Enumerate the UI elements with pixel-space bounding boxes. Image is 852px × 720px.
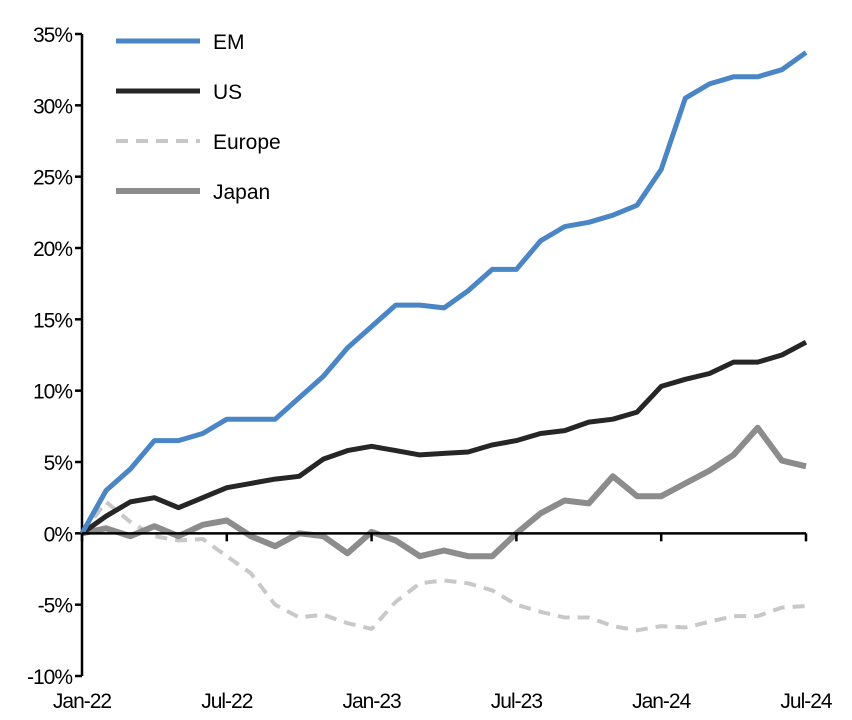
- series-line-us: [80, 339, 808, 536]
- y-tick-label: -5%: [38, 595, 73, 618]
- legend-label: Japan: [213, 181, 270, 204]
- x-tick-label: Jan-22: [53, 690, 112, 713]
- y-tick-label: 0%: [44, 523, 73, 546]
- y-tick-label: 20%: [33, 238, 72, 261]
- y-tick-label: 30%: [33, 95, 72, 118]
- x-tick-label: Jul-22: [201, 690, 253, 713]
- y-tick-label: 25%: [33, 167, 72, 190]
- x-tick-label: Jul-23: [491, 690, 543, 713]
- series-line-japan: [81, 424, 807, 560]
- y-tick-label: -10%: [27, 666, 72, 689]
- y-tick-label: 15%: [33, 309, 72, 332]
- legend: EM US Europe Japan: [116, 31, 281, 204]
- series-lines: [79, 50, 808, 633]
- series-line-europe: [80, 499, 807, 633]
- series-line-em: [79, 50, 808, 535]
- legend-label: Europe: [213, 131, 281, 154]
- y-axis: -10% -5% 0% 5% 10% 15% 20% 25% 30% 35%: [27, 24, 84, 689]
- x-axis: Jan-22 Jul-22 Jan-23 Jul-23 Jan-24 Jul-24: [53, 532, 834, 713]
- y-tick-label: 10%: [33, 381, 72, 404]
- x-tick-label: Jan-23: [342, 690, 401, 713]
- x-tick-label: Jul-24: [780, 690, 833, 713]
- y-tick-label: 35%: [33, 24, 72, 47]
- legend-label: US: [213, 81, 242, 104]
- y-tick-label: 5%: [44, 452, 73, 475]
- legend-label: EM: [213, 31, 245, 54]
- x-tick-label: Jan-24: [632, 690, 692, 713]
